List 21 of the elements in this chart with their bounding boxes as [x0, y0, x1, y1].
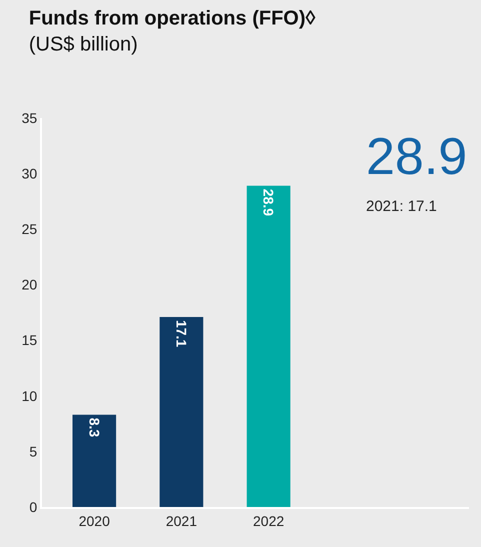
data-label: 28.9 [260, 188, 277, 216]
chart-title: Funds from operations (FFO)◊ [28, 8, 316, 30]
data-label: 8.3 [86, 418, 102, 438]
bar [72, 414, 116, 507]
x-tick-label: 2022 [252, 512, 284, 529]
chart-subtitle: (US$ billion) [28, 34, 138, 56]
text: 28.9 [366, 128, 468, 186]
x-tick-label: 2021 [166, 512, 198, 529]
data-label: 17.1 [173, 320, 190, 348]
y-tick-label: 5 [29, 443, 38, 460]
text: 2021: 17.1 [366, 198, 437, 215]
y-tick-label: 25 [22, 221, 38, 238]
y-tick-label: 0 [29, 498, 38, 515]
y-tick-label: 35 [22, 110, 38, 126]
y-tick-label: 15 [22, 332, 38, 348]
y-tick-label: 10 [22, 388, 38, 404]
bar [160, 316, 204, 507]
y-tick-label: 20 [22, 276, 38, 293]
bar [246, 186, 290, 507]
y-tick-label: 30 [22, 165, 38, 182]
x-tick-label: 2020 [78, 512, 110, 529]
